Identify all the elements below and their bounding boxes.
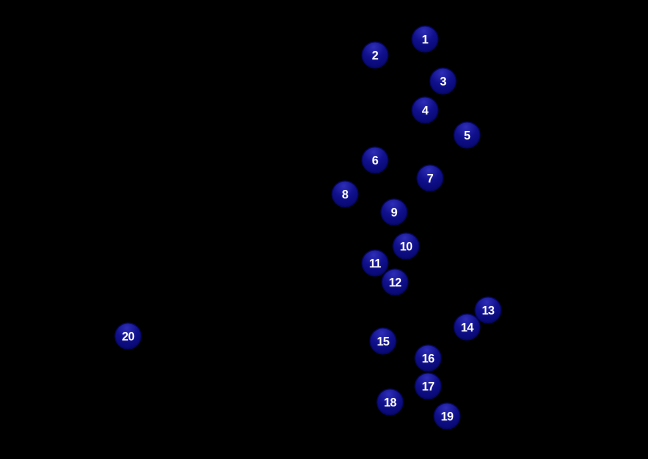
- marker-number-label: 20: [121, 329, 135, 343]
- numbered-marker-6[interactable]: 6: [362, 147, 388, 173]
- numbered-marker-15[interactable]: 15: [370, 328, 396, 354]
- numbered-marker-3[interactable]: 3: [430, 68, 456, 94]
- marker-number-label: 16: [421, 351, 435, 365]
- marker-number-label: 7: [426, 171, 434, 185]
- marker-number-label: 15: [376, 334, 390, 348]
- numbered-marker-12[interactable]: 12: [382, 269, 408, 295]
- numbered-marker-2[interactable]: 2: [362, 42, 388, 68]
- numbered-marker-9[interactable]: 9: [381, 199, 407, 225]
- numbered-marker-5[interactable]: 5: [454, 122, 480, 148]
- numbered-marker-18[interactable]: 18: [377, 389, 403, 415]
- marker-number-label: 13: [481, 303, 495, 317]
- marker-number-label: 4: [421, 103, 429, 117]
- marker-number-label: 2: [371, 48, 379, 62]
- numbered-marker-16[interactable]: 16: [415, 345, 441, 371]
- marker-number-label: 10: [399, 239, 413, 253]
- numbered-marker-1[interactable]: 1: [412, 26, 438, 52]
- numbered-marker-14[interactable]: 14: [454, 314, 480, 340]
- numbered-marker-10[interactable]: 10: [393, 233, 419, 259]
- marker-number-label: 17: [421, 379, 435, 393]
- marker-number-label: 11: [369, 256, 381, 270]
- numbered-marker-11[interactable]: 11: [362, 250, 388, 276]
- marker-number-label: 5: [463, 128, 471, 142]
- numbered-marker-8[interactable]: 8: [332, 181, 358, 207]
- numbered-marker-7[interactable]: 7: [417, 165, 443, 191]
- marker-number-label: 8: [341, 187, 349, 201]
- marker-number-label: 1: [421, 32, 429, 46]
- numbered-marker-17[interactable]: 17: [415, 373, 441, 399]
- numbered-marker-19[interactable]: 19: [434, 403, 460, 429]
- numbered-marker-13[interactable]: 13: [475, 297, 501, 323]
- marker-number-label: 19: [440, 409, 454, 423]
- numbered-marker-20[interactable]: 20: [115, 323, 141, 349]
- numbered-marker-4[interactable]: 4: [412, 97, 438, 123]
- marker-number-label: 12: [388, 275, 402, 289]
- marker-number-label: 6: [371, 153, 379, 167]
- marker-number-label: 9: [390, 205, 398, 219]
- marker-number-label: 14: [460, 320, 474, 334]
- marker-number-label: 3: [439, 74, 447, 88]
- marker-number-label: 18: [383, 395, 397, 409]
